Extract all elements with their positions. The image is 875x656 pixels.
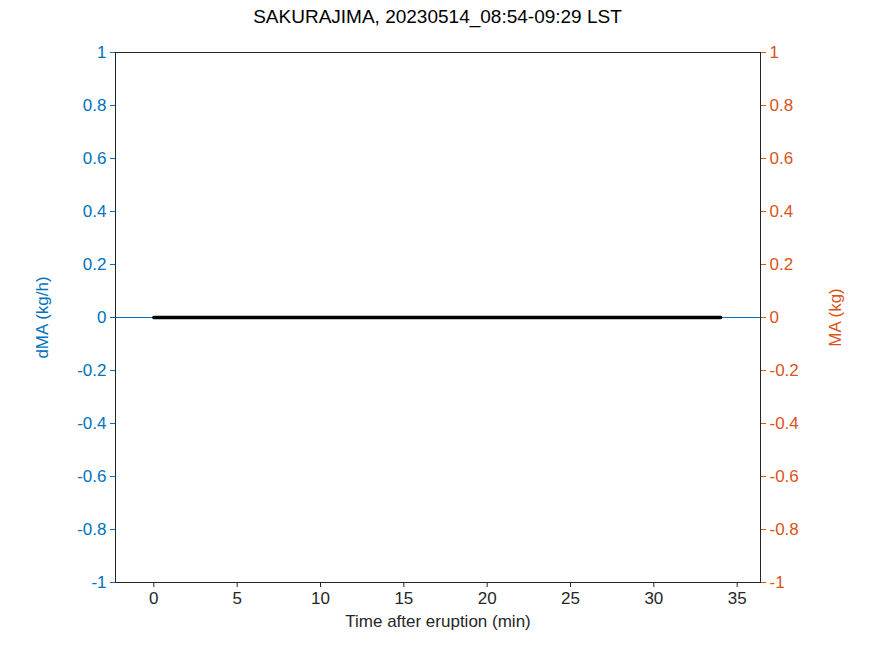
- svg-text:0.8: 0.8: [770, 96, 794, 115]
- svg-text:0: 0: [149, 589, 158, 608]
- svg-text:-1: -1: [770, 573, 785, 592]
- svg-text:0: 0: [770, 308, 779, 327]
- svg-text:1: 1: [770, 43, 779, 62]
- svg-text:10: 10: [311, 589, 330, 608]
- svg-text:-0.4: -0.4: [770, 414, 799, 433]
- svg-text:5: 5: [232, 589, 241, 608]
- svg-text:0.4: 0.4: [770, 202, 794, 221]
- svg-text:-0.8: -0.8: [77, 520, 106, 539]
- svg-text:1: 1: [97, 43, 106, 62]
- svg-text:0.8: 0.8: [83, 96, 107, 115]
- svg-text:-0.6: -0.6: [770, 467, 799, 486]
- svg-text:-1: -1: [91, 573, 106, 592]
- svg-text:25: 25: [561, 589, 580, 608]
- svg-text:15: 15: [394, 589, 413, 608]
- svg-text:dMA (kg/h): dMA (kg/h): [33, 276, 52, 358]
- svg-text:-0.4: -0.4: [77, 414, 106, 433]
- svg-text:20: 20: [478, 589, 497, 608]
- svg-text:0: 0: [97, 308, 106, 327]
- html-text:SAKURAJIMA, 20230514_08:54-09:: SAKURAJIMA, 20230514_08:54-09:29 LST: [253, 6, 622, 27]
- svg-text:0.2: 0.2: [83, 255, 107, 274]
- svg-text:30: 30: [644, 589, 663, 608]
- svg-text:-0.8: -0.8: [770, 520, 799, 539]
- svg-text:0.6: 0.6: [83, 149, 107, 168]
- svg-text:-0.6: -0.6: [77, 467, 106, 486]
- svg-text:MA (kg): MA (kg): [826, 288, 845, 347]
- svg-text:Time after eruption (min): Time after eruption (min): [345, 612, 530, 631]
- svg-text:-0.2: -0.2: [770, 361, 799, 380]
- svg-text:-0.2: -0.2: [77, 361, 106, 380]
- svg-text:0.2: 0.2: [770, 255, 794, 274]
- svg-text:35: 35: [728, 589, 747, 608]
- svg-text:0.4: 0.4: [83, 202, 107, 221]
- svg-text:0.6: 0.6: [770, 149, 794, 168]
